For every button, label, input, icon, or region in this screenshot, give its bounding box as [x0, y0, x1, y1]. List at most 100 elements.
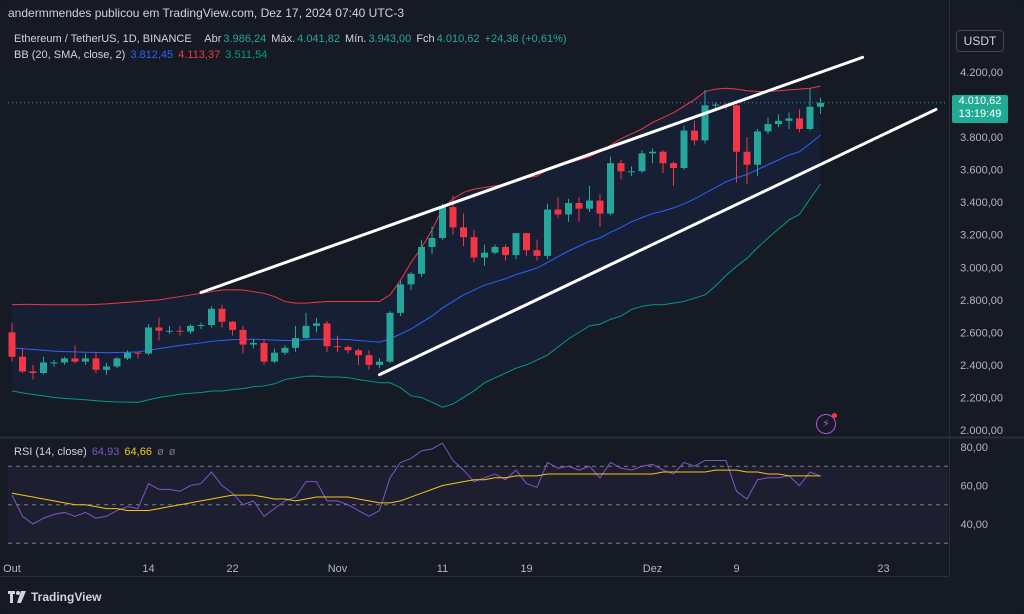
candle-body[interactable] — [565, 202, 572, 215]
publisher-line: andermmendes publicou em TradingView.com… — [8, 6, 404, 20]
candle-body[interactable] — [596, 200, 604, 214]
currency-button[interactable]: USDT — [956, 30, 1004, 52]
candle-body[interactable] — [124, 352, 131, 359]
candle-body[interactable] — [8, 332, 16, 357]
candle-body[interactable] — [197, 325, 205, 327]
candle-body[interactable] — [691, 130, 698, 141]
candle-body[interactable] — [344, 347, 352, 351]
candle-body[interactable] — [680, 130, 688, 169]
tradingview-logo[interactable]: TradingView — [8, 590, 101, 604]
candle-body[interactable] — [155, 327, 163, 331]
candle-body[interactable] — [575, 202, 583, 209]
candle-body[interactable] — [365, 355, 373, 365]
candle-body[interactable] — [754, 131, 761, 165]
candle-body[interactable] — [418, 246, 425, 274]
candle-body[interactable] — [134, 352, 142, 354]
candle-body[interactable] — [491, 246, 499, 253]
candle-body[interactable] — [701, 105, 709, 141]
candle-body[interactable] — [512, 233, 520, 256]
candle-body[interactable] — [617, 163, 625, 172]
candle-body[interactable] — [176, 330, 184, 332]
candle-body[interactable] — [355, 350, 362, 356]
tradingview-logo-text: TradingView — [31, 590, 102, 604]
rsi-label[interactable]: RSI (14, close) — [14, 446, 87, 458]
candle-body[interactable] — [659, 151, 667, 164]
candle-body[interactable] — [218, 308, 226, 322]
candle-body[interactable] — [649, 151, 656, 154]
candle-body[interactable] — [313, 323, 320, 326]
candle-body[interactable] — [775, 120, 782, 125]
bar-countdown: 13:19:49 — [958, 108, 1002, 120]
candle-body[interactable] — [806, 106, 814, 129]
candle-body[interactable] — [481, 252, 488, 258]
candle-body[interactable] — [376, 361, 383, 365]
main-legend: Ethereum / TetherUS, 1D, BINANCE Abr 3.98… — [14, 33, 569, 45]
channel-upper-trendline[interactable] — [199, 55, 864, 294]
rsi-tick-label: 60,00 — [960, 481, 988, 493]
candle-body[interactable] — [428, 237, 436, 247]
candle-body[interactable] — [302, 325, 310, 339]
price-tick-label: 2.200,00 — [960, 392, 1003, 404]
bb-label[interactable]: BB (20, SMA, close, 2) — [14, 49, 126, 61]
candle-body[interactable] — [166, 330, 173, 332]
candle-body[interactable] — [19, 356, 26, 372]
candle-body[interactable] — [281, 347, 289, 353]
channel-lower-trendline[interactable] — [378, 107, 938, 377]
candle-body[interactable] — [638, 153, 646, 172]
candle-body[interactable] — [239, 329, 247, 345]
candle-body[interactable] — [92, 358, 100, 370]
candle-body[interactable] — [764, 124, 772, 132]
candle-body[interactable] — [208, 308, 215, 326]
bb-lower-line — [11, 183, 821, 408]
candle-body[interactable] — [407, 273, 415, 285]
candle-body[interactable] — [292, 338, 299, 348]
candle-body[interactable] — [449, 207, 457, 228]
candle-body[interactable] — [250, 342, 257, 345]
candle-body[interactable] — [502, 246, 509, 256]
candle-body[interactable] — [71, 358, 79, 362]
candle-body[interactable] — [817, 102, 824, 107]
candle-body[interactable] — [712, 104, 719, 106]
candle-body[interactable] — [670, 163, 677, 169]
price-tick-label: 3.800,00 — [960, 132, 1003, 144]
price-tick-label: 2.800,00 — [960, 295, 1003, 307]
candle-body[interactable] — [29, 371, 37, 374]
candle-body[interactable] — [386, 312, 394, 362]
symbol-title[interactable]: Ethereum / TetherUS, 1D, BINANCE — [14, 33, 192, 45]
candle-body[interactable] — [229, 321, 236, 330]
candle-body[interactable] — [334, 346, 341, 348]
candle-body[interactable] — [586, 200, 593, 209]
candle-body[interactable] — [40, 362, 47, 374]
price-tick-label: 3.600,00 — [960, 165, 1003, 177]
candle-body[interactable] — [733, 105, 740, 152]
alert-bolt-icon[interactable]: ⚡ — [816, 413, 837, 434]
candle-body[interactable] — [439, 207, 446, 238]
candle-body[interactable] — [523, 233, 530, 251]
candle-body[interactable] — [271, 352, 278, 362]
candle-body[interactable] — [554, 209, 562, 215]
candle-body[interactable] — [743, 151, 751, 165]
candle-body[interactable] — [113, 358, 121, 367]
candle-body[interactable] — [397, 284, 404, 313]
candle-body[interactable] — [323, 323, 331, 347]
candle-body[interactable] — [61, 358, 68, 363]
candle-body[interactable] — [628, 171, 635, 173]
candle-body[interactable] — [470, 237, 478, 258]
candle-body[interactable] — [187, 325, 194, 332]
candle-body[interactable] — [145, 327, 152, 354]
candle-body[interactable] — [785, 118, 793, 121]
candle-body[interactable] — [260, 342, 268, 362]
price-tick-label: 3.000,00 — [960, 262, 1003, 274]
candle-body[interactable] — [796, 118, 803, 129]
candle-body[interactable] — [82, 358, 89, 362]
candle-body[interactable] — [50, 362, 58, 364]
candle-body[interactable] — [460, 227, 467, 238]
candle-body[interactable] — [607, 163, 614, 214]
close-value: 4.010,62 — [436, 33, 480, 45]
candle-body[interactable] — [533, 250, 541, 256]
candle-body[interactable] — [544, 209, 551, 256]
bb-upper-line — [11, 85, 821, 306]
candle-body[interactable] — [103, 366, 110, 370]
bb-fill — [12, 86, 821, 408]
